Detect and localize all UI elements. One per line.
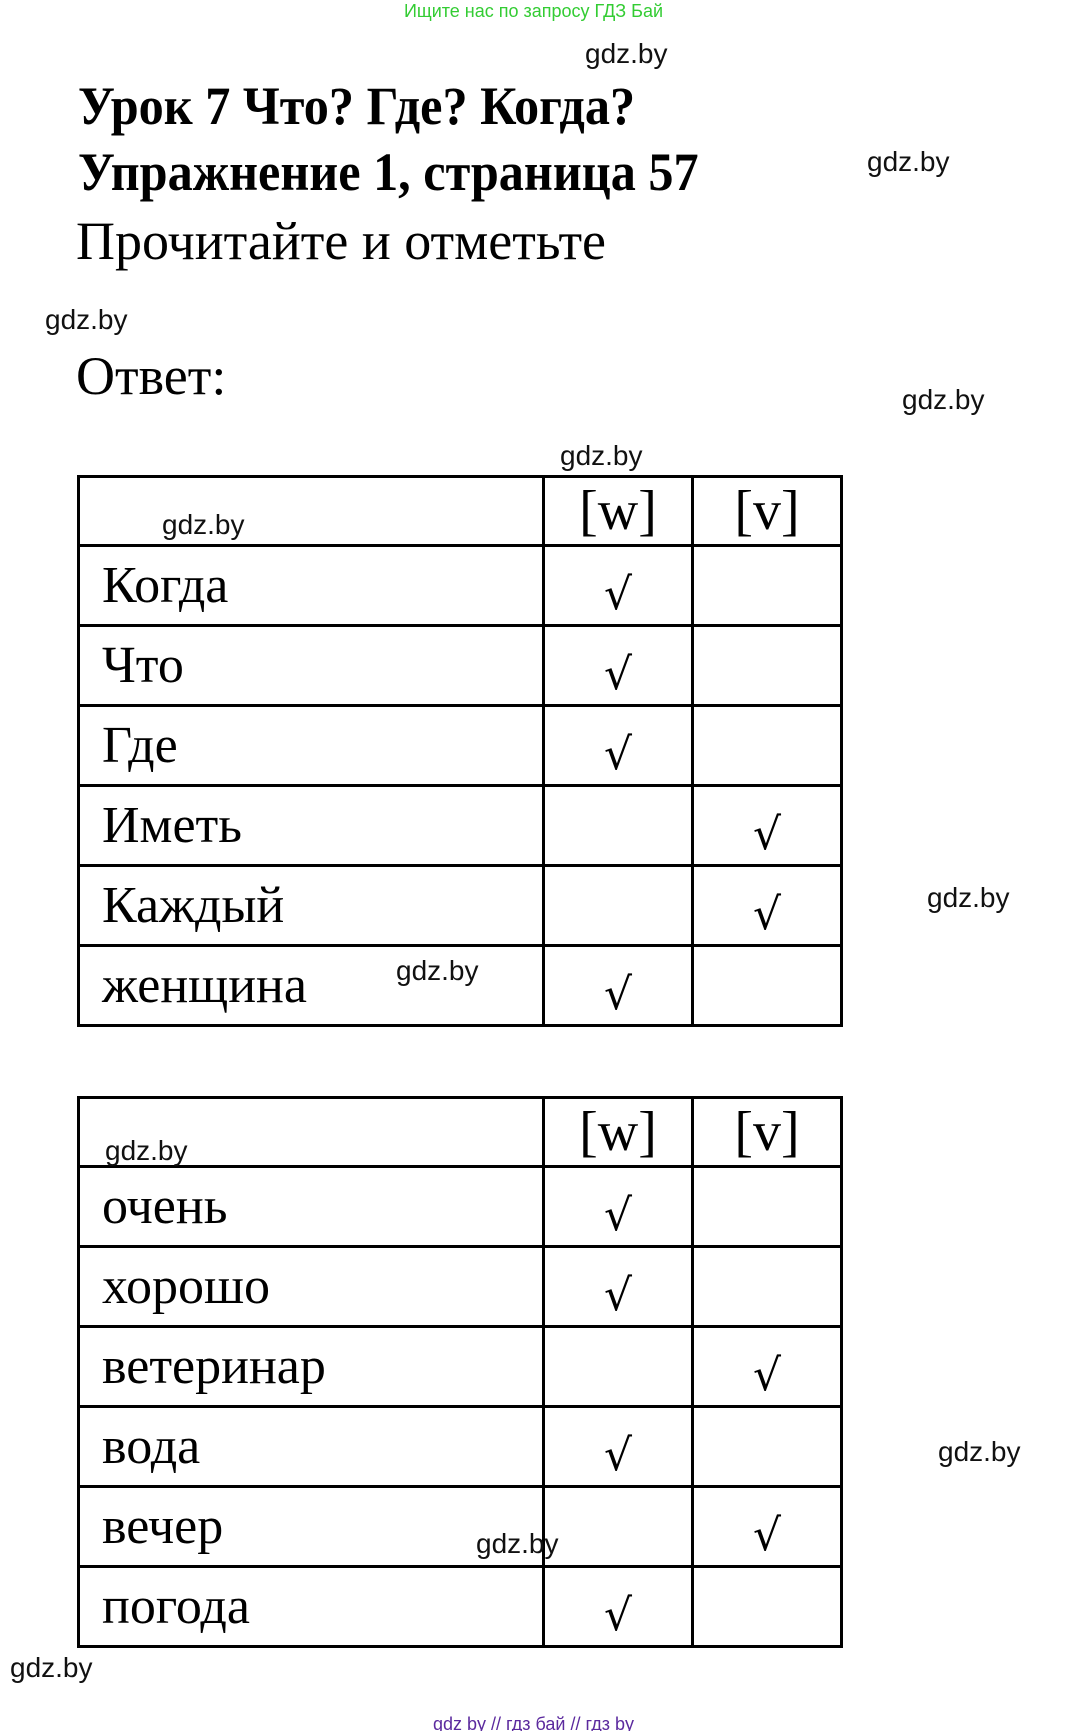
- watermark: gdz.by: [396, 955, 479, 986]
- watermark: gdz.by: [105, 1135, 188, 1166]
- w-cell: [542, 864, 694, 947]
- header-empty: [77, 1096, 545, 1168]
- w-cell: √: [542, 544, 694, 627]
- bottom-banner[interactable]: gdz by // гдз бай // гдз by: [432, 1714, 635, 1731]
- w-cell: √: [542, 704, 694, 787]
- table-row: Что √: [77, 624, 843, 707]
- table-row: женщина √: [77, 944, 843, 1027]
- w-cell: √: [542, 624, 694, 707]
- w-cell: [542, 1485, 694, 1568]
- table-row: ветеринар √: [77, 1325, 843, 1408]
- exercise-title: Упражнение 1, страница 57: [78, 142, 699, 202]
- check-icon: √: [603, 1589, 633, 1641]
- table-row: Каждый √: [77, 864, 843, 947]
- table-row: очень √: [77, 1165, 843, 1248]
- watermark: gdz.by: [867, 146, 950, 177]
- w-cell: [542, 1325, 694, 1408]
- v-cell: √: [691, 1325, 843, 1408]
- v-cell: [691, 1405, 843, 1488]
- table-row: Иметь √: [77, 784, 843, 867]
- v-cell: [691, 944, 843, 1027]
- w-cell: [542, 784, 694, 867]
- word-cell: Что: [77, 624, 545, 707]
- v-cell: [691, 544, 843, 627]
- watermark: gdz.by: [45, 304, 128, 335]
- w-cell: √: [542, 1565, 694, 1648]
- word-cell: очень: [77, 1165, 545, 1248]
- header-empty: [77, 475, 545, 547]
- table-1: [w] [v] Когда √ Что √ Где √ Иметь √ Каждый √ женщи…: [77, 475, 843, 1027]
- table-row: хорошо √: [77, 1245, 843, 1328]
- table-row: Где √: [77, 704, 843, 787]
- check-icon: √: [603, 728, 633, 780]
- watermark: gdz.by: [162, 509, 245, 540]
- w-cell: √: [542, 1405, 694, 1488]
- w-cell: √: [542, 1165, 694, 1248]
- check-icon: √: [603, 1189, 633, 1241]
- table-header: [w] [v]: [77, 475, 843, 547]
- v-cell: [691, 704, 843, 787]
- word-cell: погода: [77, 1565, 545, 1648]
- header-w: [w]: [542, 1096, 694, 1168]
- w-cell: √: [542, 1245, 694, 1328]
- header-w: [w]: [542, 475, 694, 547]
- word-cell: ветеринар: [77, 1325, 545, 1408]
- v-cell: √: [691, 864, 843, 947]
- check-icon: √: [603, 648, 633, 700]
- table-row: Когда √: [77, 544, 843, 627]
- check-icon: √: [603, 1429, 633, 1481]
- check-icon: √: [752, 1349, 782, 1401]
- v-cell: [691, 624, 843, 707]
- word-cell: Иметь: [77, 784, 545, 867]
- word-cell: хорошо: [77, 1245, 545, 1328]
- table-header: [w] [v]: [77, 1096, 843, 1168]
- table-row: вечер √: [77, 1485, 843, 1568]
- v-cell: [691, 1565, 843, 1648]
- header-v: [v]: [691, 1096, 843, 1168]
- watermark: gdz.by: [902, 384, 985, 415]
- table-row: погода √: [77, 1565, 843, 1648]
- word-cell: вода: [77, 1405, 545, 1488]
- watermark: gdz.by: [938, 1436, 1021, 1467]
- instruction: Прочитайте и отметьте: [76, 211, 607, 271]
- word-cell: Каждый: [77, 864, 545, 947]
- watermark: gdz.by: [927, 882, 1010, 913]
- watermark: gdz.by: [10, 1652, 93, 1683]
- word-cell: Когда: [77, 544, 545, 627]
- check-icon: √: [603, 1269, 633, 1321]
- top-banner[interactable]: Ищите нас по запросу ГДЗ Бай: [403, 1, 664, 21]
- v-cell: √: [691, 784, 843, 867]
- table-row: вода √: [77, 1405, 843, 1488]
- answer-label: Ответ:: [76, 346, 227, 406]
- watermark: gdz.by: [560, 440, 643, 471]
- lesson-title: Урок 7 Что? Где? Когда?: [78, 76, 636, 136]
- w-cell: √: [542, 944, 694, 1027]
- check-icon: √: [752, 1509, 782, 1561]
- word-cell: женщина: [77, 944, 545, 1027]
- check-icon: √: [752, 888, 782, 940]
- v-cell: √: [691, 1485, 843, 1568]
- check-icon: √: [752, 808, 782, 860]
- watermark: gdz.by: [585, 38, 668, 69]
- check-icon: √: [603, 968, 633, 1020]
- header-v: [v]: [691, 475, 843, 547]
- table-2: [w] [v] очень √ хорошо √ ветеринар √ вода √ вече…: [77, 1096, 843, 1648]
- v-cell: [691, 1165, 843, 1248]
- v-cell: [691, 1245, 843, 1328]
- word-cell: вечер: [77, 1485, 545, 1568]
- watermark: gdz.by: [476, 1528, 559, 1559]
- check-icon: √: [603, 568, 633, 620]
- word-cell: Где: [77, 704, 545, 787]
